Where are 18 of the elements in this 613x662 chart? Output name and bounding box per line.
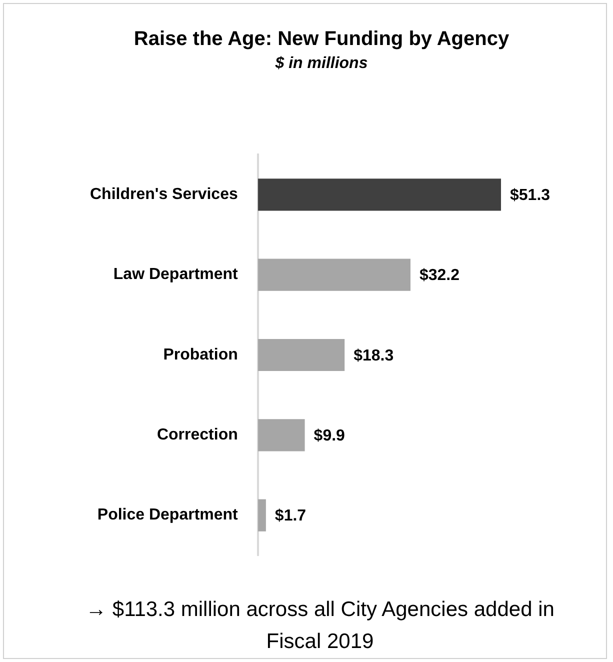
chart-subtitle: $ in millions bbox=[274, 55, 369, 73]
y-tick-label: Correction bbox=[156, 426, 238, 444]
bar bbox=[258, 258, 410, 291]
bar bbox=[258, 178, 501, 211]
y-tick-label: Children's Services bbox=[90, 186, 238, 204]
y-tick-label: Law Department bbox=[113, 266, 239, 284]
bar bbox=[258, 419, 305, 452]
y-tick-label: Probation bbox=[163, 346, 238, 364]
data-label: $51.3 bbox=[510, 187, 550, 204]
bar bbox=[258, 338, 345, 372]
data-label: $9.9 bbox=[314, 428, 346, 445]
chart-title: Raise the Age: New Funding by Agency bbox=[132, 28, 510, 51]
bar bbox=[258, 499, 266, 532]
text: → $113.3 million across all City Agencies added in Fiscal 2019 bbox=[84, 597, 556, 655]
y-tick-label: Police Department bbox=[97, 506, 239, 524]
data-label: $18.3 bbox=[354, 347, 394, 364]
data-label: $32.2 bbox=[419, 267, 460, 284]
data-label: $1.7 bbox=[274, 508, 306, 525]
